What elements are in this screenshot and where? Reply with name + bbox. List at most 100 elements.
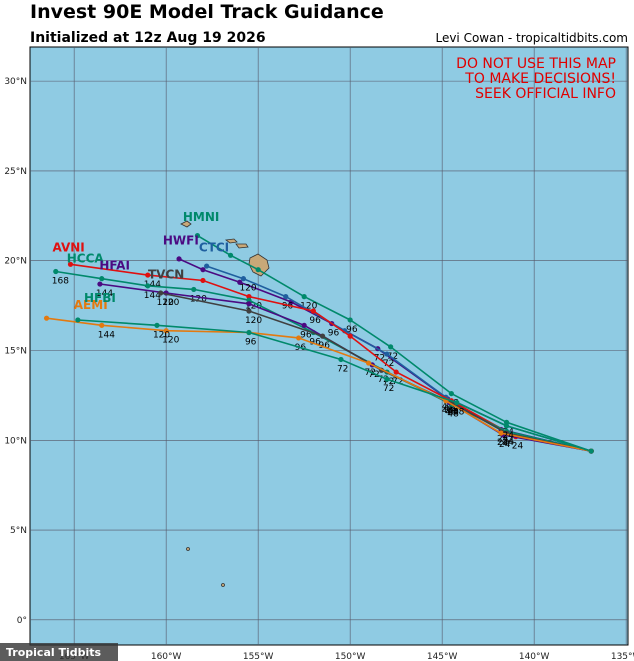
track-point xyxy=(246,294,252,300)
grid xyxy=(30,47,628,645)
hour-label: 96 xyxy=(309,338,321,348)
track-point xyxy=(145,272,151,278)
track-point xyxy=(454,399,460,406)
hour-label: 96 xyxy=(309,316,321,326)
model-name: HMNI xyxy=(183,210,220,224)
hour-label: 48 xyxy=(446,408,458,418)
model-name: AEMI xyxy=(74,298,108,312)
lon-tick-label: 160°W xyxy=(151,652,182,661)
island xyxy=(221,583,225,587)
track-point xyxy=(246,297,252,303)
track-point xyxy=(246,301,252,307)
hour-label: 144 xyxy=(144,291,161,301)
warning-line: DO NOT USE THIS MAP xyxy=(456,56,616,72)
hour-label: 144 xyxy=(98,330,115,340)
hour-label: 120 xyxy=(162,336,179,346)
warning-line: SEEK OFFICIAL INFO xyxy=(475,86,616,102)
hour-label: 96 xyxy=(346,325,358,335)
track-point xyxy=(67,261,74,267)
lon-tick-label: 155°W xyxy=(243,652,274,661)
islands xyxy=(180,220,270,587)
hour-label: 24 xyxy=(497,435,509,445)
track-point xyxy=(99,276,105,282)
hour-label: 72 xyxy=(368,370,379,380)
model-name: AVNI xyxy=(52,241,84,255)
hour-label: 120 xyxy=(245,316,262,326)
hour-label: 120 xyxy=(157,298,174,308)
hour-label: 168 xyxy=(52,276,69,286)
track-point xyxy=(310,308,316,314)
track-point xyxy=(176,256,182,262)
track-point xyxy=(163,328,169,334)
track-point xyxy=(588,448,594,454)
lat-tick-label: 0° xyxy=(17,616,27,626)
track-point xyxy=(393,369,399,375)
hour-label: 96 xyxy=(282,302,294,312)
track-point xyxy=(448,390,454,397)
hour-label: 96 xyxy=(300,330,312,340)
track-point xyxy=(301,322,307,328)
model-name: TVCN xyxy=(148,268,184,282)
track-point xyxy=(191,286,197,293)
hour-label: 48 xyxy=(447,409,459,419)
hour-label: 96 xyxy=(328,329,340,339)
subtitle: Initialized at 12z Aug 19 2026 xyxy=(30,30,266,46)
hour-label: 72 xyxy=(383,377,394,387)
track-point xyxy=(347,317,353,323)
hour-label: 48 xyxy=(442,406,454,416)
track-point xyxy=(154,322,160,328)
track-point xyxy=(97,281,103,287)
track-point xyxy=(194,232,201,239)
track-point xyxy=(319,333,326,339)
hour-label: 24 xyxy=(499,440,511,450)
lat-tick-label: 10°N xyxy=(4,436,27,446)
hour-label: 72 xyxy=(337,364,348,374)
track-point xyxy=(99,322,105,328)
hour-label: 144 xyxy=(144,280,161,290)
hour-label: 144 xyxy=(96,289,113,299)
credit: Levi Cowan - tropicaltidbits.com xyxy=(435,31,628,45)
hour-label: 24 xyxy=(497,438,509,448)
hour-label: 48 xyxy=(447,408,459,418)
hour-label: 24 xyxy=(503,431,515,441)
warning-line: TO MAKE DECISIONS! xyxy=(464,71,616,87)
hour-label: 72 xyxy=(365,368,376,378)
hour-label: 72 xyxy=(383,384,394,394)
hour-label: 24 xyxy=(503,436,515,446)
hour-label: 96 xyxy=(245,338,257,348)
track-line xyxy=(70,263,592,452)
hour-label: 96 xyxy=(319,341,331,351)
model-name: HCCA xyxy=(67,251,105,265)
island xyxy=(180,220,192,228)
hour-label: 24 xyxy=(512,442,524,452)
model-name: HFBI xyxy=(84,291,116,305)
tracks: 24 48 72 96 120 HMNI 24 48 72 96 HWFI 24 48 72 96 120 CT… xyxy=(43,210,594,454)
track-point xyxy=(200,277,206,284)
track-point xyxy=(240,276,247,282)
track-point xyxy=(283,294,289,300)
track-line xyxy=(77,319,592,452)
logo-bg xyxy=(0,643,118,661)
hour-label: 48 xyxy=(447,406,459,416)
track-point xyxy=(145,283,151,289)
track-point xyxy=(365,360,372,366)
title: Invest 90E Model Track Guidance xyxy=(30,1,384,23)
lat-tick-label: 5°N xyxy=(10,526,27,536)
hour-label: 48 xyxy=(442,402,454,412)
model-name: HWFI xyxy=(163,234,199,248)
island xyxy=(235,243,249,249)
logo: Tropical Tidbits xyxy=(6,646,102,659)
model-name: HFAI xyxy=(99,259,130,273)
track-point xyxy=(53,268,59,275)
track-point xyxy=(158,290,164,296)
lon-tick-label: 150°W xyxy=(335,652,366,661)
island xyxy=(224,238,238,244)
lat-tick-label: 30°N xyxy=(4,77,27,87)
hour-label: 48 xyxy=(444,404,456,414)
hour-label: 48 xyxy=(453,408,465,418)
track-point xyxy=(503,423,510,429)
track-point xyxy=(204,263,210,269)
track-point xyxy=(43,315,50,321)
track-point xyxy=(296,335,302,341)
